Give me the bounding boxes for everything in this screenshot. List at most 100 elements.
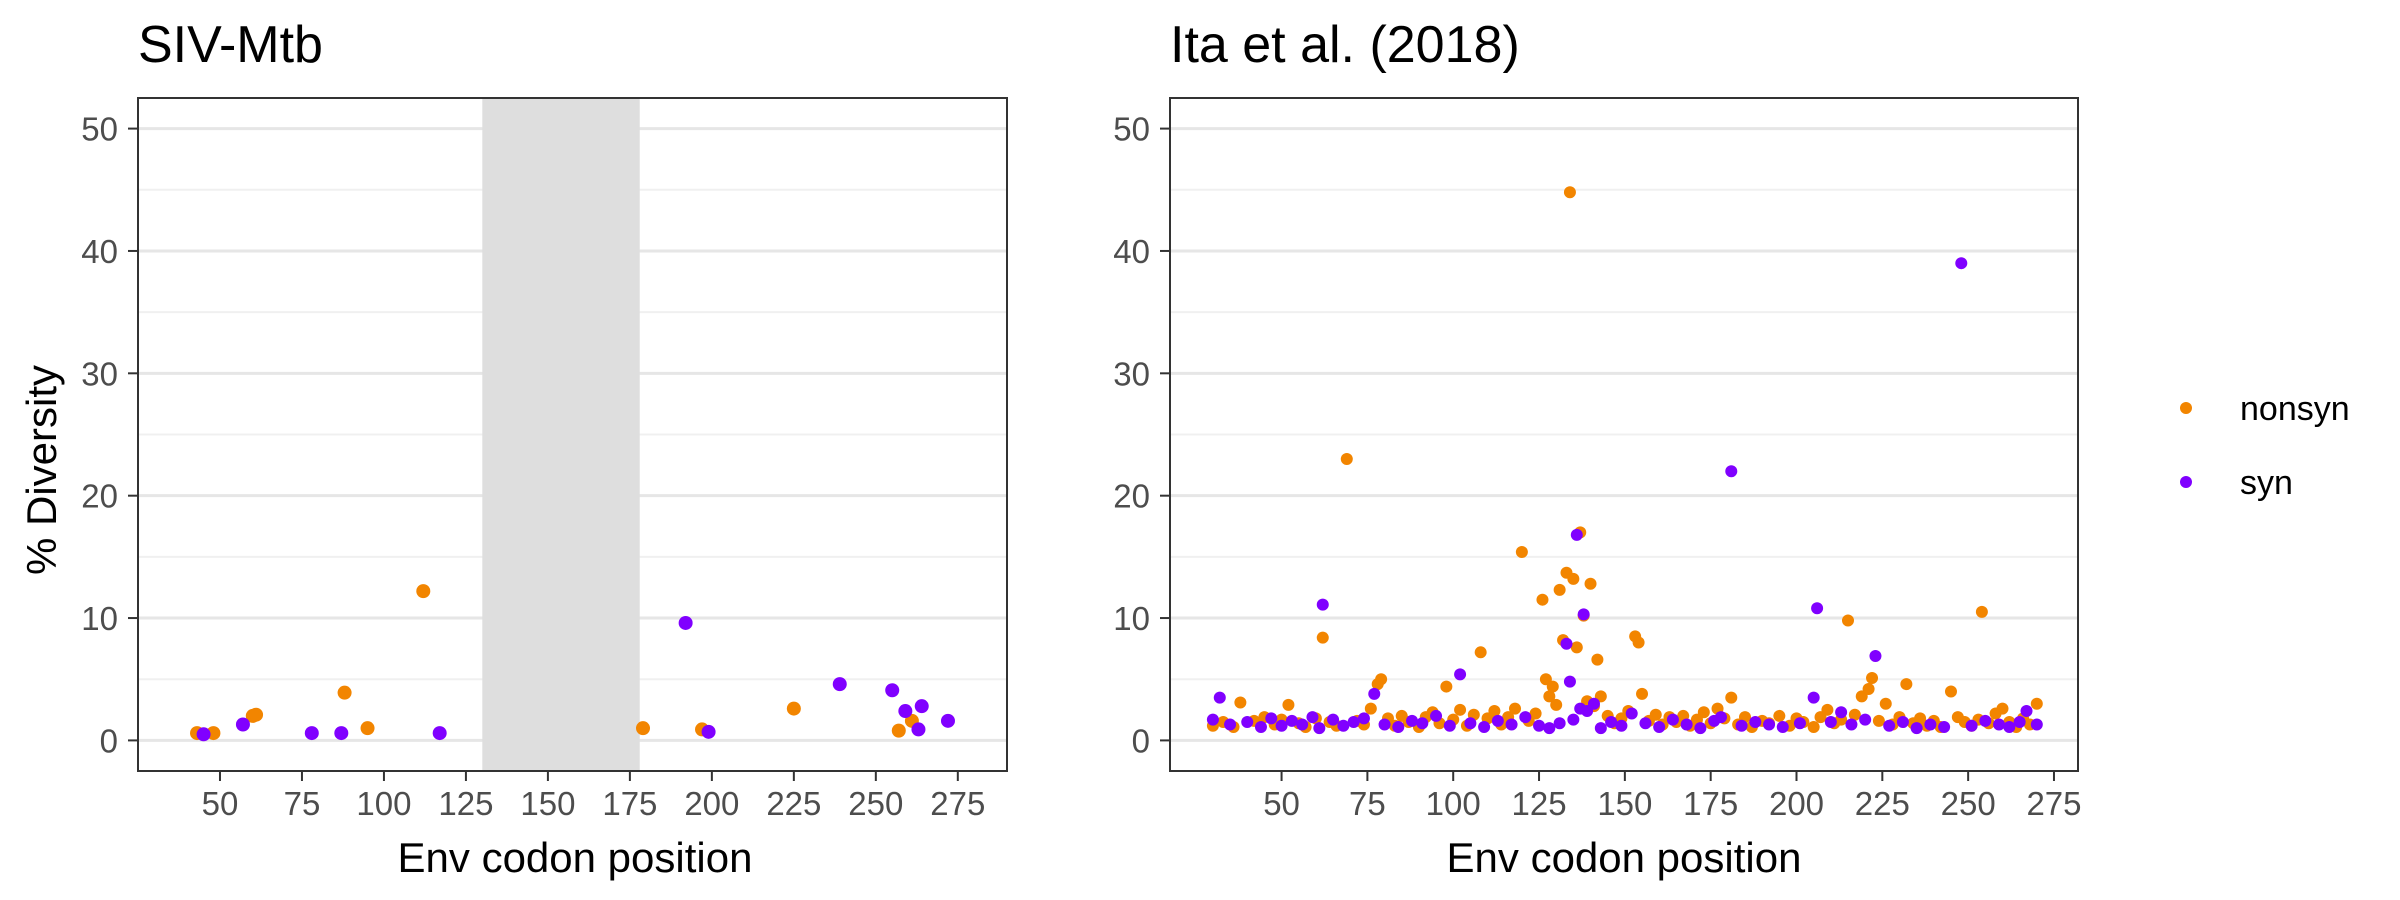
legend-item-nonsyn: nonsyn <box>2180 390 2350 428</box>
point-syn <box>1543 722 1556 735</box>
point-nonsyn <box>891 723 906 738</box>
point-nonsyn <box>1553 583 1566 596</box>
point-syn <box>2013 716 2026 729</box>
point-syn <box>1625 707 1638 720</box>
point-syn <box>1749 716 1762 729</box>
x-axis-title: Env codon position <box>1447 834 1802 881</box>
point-syn <box>832 677 847 692</box>
point-nonsyn <box>1632 636 1645 649</box>
point-syn <box>1327 713 1340 726</box>
point-nonsyn <box>1848 708 1861 721</box>
point-syn <box>1587 697 1600 710</box>
point-syn <box>885 683 900 698</box>
point-syn <box>1357 712 1370 725</box>
point-syn <box>1807 691 1820 704</box>
point-syn <box>1639 717 1652 730</box>
point-nonsyn <box>1567 572 1580 585</box>
point-nonsyn <box>1975 605 1988 618</box>
point-nonsyn <box>1375 673 1388 686</box>
point-syn <box>1285 714 1298 727</box>
point-nonsyn <box>1563 186 1576 199</box>
point-nonsyn <box>1340 452 1353 465</box>
point-syn <box>1570 528 1583 541</box>
x-tick-label: 250 <box>1941 785 1996 822</box>
point-syn <box>1910 722 1923 735</box>
y-tick-label: 30 <box>1113 355 1150 392</box>
panel-title: Ita et al. (2018) <box>1170 16 1520 74</box>
point-syn <box>1560 637 1573 650</box>
point-nonsyn <box>1900 678 1913 691</box>
point-syn <box>1392 720 1405 733</box>
y-tick-label: 0 <box>100 722 118 759</box>
point-syn <box>1443 719 1456 732</box>
point-syn <box>1313 722 1326 735</box>
point-syn <box>1464 717 1477 730</box>
point-nonsyn <box>1454 703 1467 716</box>
y-tick-label: 40 <box>81 233 118 270</box>
y-tick-label: 40 <box>1113 233 1150 270</box>
y-tick-label: 50 <box>81 111 118 148</box>
legend-label-syn: syn <box>2240 464 2293 502</box>
point-syn <box>1965 719 1978 732</box>
point-syn <box>1213 691 1226 704</box>
y-tick-label: 10 <box>81 600 118 637</box>
point-syn <box>1505 718 1518 731</box>
point-syn <box>196 727 211 742</box>
y-tick-label: 30 <box>81 355 118 392</box>
x-ticks: 50 75 100 125 150 175 200 225 250 275 <box>1263 771 2082 822</box>
x-ticks: 50 75 100 125 150 175 200 225 250 275 <box>202 771 985 822</box>
point-syn <box>1811 602 1824 615</box>
point-syn <box>1430 709 1443 722</box>
legend-swatch-syn <box>2180 476 2192 488</box>
point-nonsyn <box>1649 708 1662 721</box>
x-tick-label: 125 <box>438 785 493 822</box>
point-syn <box>1416 717 1429 730</box>
point-nonsyn <box>1488 705 1501 718</box>
point-nonsyn <box>1234 696 1247 709</box>
point-syn <box>1454 668 1467 681</box>
point-syn <box>678 615 693 630</box>
point-syn <box>1615 719 1628 732</box>
point-syn <box>1993 718 2006 731</box>
y-tick-label: 20 <box>81 478 118 515</box>
point-syn <box>1206 713 1219 726</box>
legend-swatch-nonsyn <box>2180 402 2192 414</box>
point-nonsyn <box>1636 687 1649 700</box>
point-syn <box>1275 719 1288 732</box>
point-nonsyn <box>1364 702 1377 715</box>
x-tick-label: 275 <box>930 785 985 822</box>
point-nonsyn <box>2030 697 2043 710</box>
point-nonsyn <box>416 584 431 599</box>
point-syn <box>1896 716 1909 729</box>
point-syn <box>1347 716 1360 729</box>
point-syn <box>1924 718 1937 731</box>
point-nonsyn <box>1841 614 1854 627</box>
point-nonsyn <box>636 721 651 736</box>
x-tick-label: 75 <box>1349 785 1386 822</box>
x-tick-label: 225 <box>766 785 821 822</box>
point-syn <box>1563 675 1576 688</box>
point-syn <box>1241 716 1254 729</box>
point-syn <box>1594 722 1607 735</box>
point-syn <box>1306 711 1319 724</box>
point-nonsyn <box>1773 709 1786 722</box>
x-tick-label: 100 <box>356 785 411 822</box>
x-tick-label: 275 <box>2026 785 2081 822</box>
x-tick-label: 200 <box>684 785 739 822</box>
point-syn <box>1553 717 1566 730</box>
legend-item-syn: syn <box>2180 464 2293 502</box>
legend: nonsyn syn <box>2180 390 2350 502</box>
point-syn <box>1265 712 1278 725</box>
point-syn <box>701 724 716 739</box>
y-tick-label: 0 <box>1132 722 1150 759</box>
point-syn <box>2030 718 2043 731</box>
point-syn <box>1337 719 1350 732</box>
x-tick-label: 75 <box>284 785 321 822</box>
shaded-region-layer <box>482 98 640 771</box>
point-syn <box>911 722 926 737</box>
point-nonsyn <box>1807 720 1820 733</box>
point-syn <box>1955 257 1968 270</box>
y-ticks: 0 10 20 30 40 50 <box>1113 111 1170 759</box>
point-nonsyn <box>1543 690 1556 703</box>
